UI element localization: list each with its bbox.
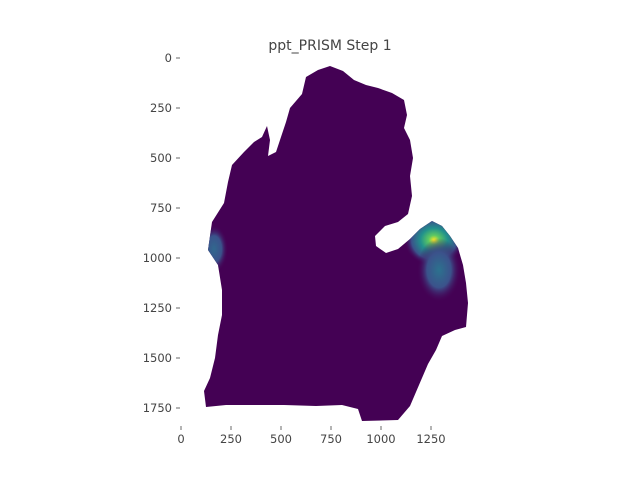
x-tick-label: 250 xyxy=(220,432,242,446)
y-tick-label: 1250 xyxy=(143,301,172,315)
y-tick-label: 500 xyxy=(150,151,172,165)
x-tick-label: 1250 xyxy=(416,432,445,446)
y-tick-label: 250 xyxy=(150,101,172,115)
y-tick-label: 0 xyxy=(165,51,172,65)
hotspot-west-coast xyxy=(204,225,228,273)
x-tick-label: 1000 xyxy=(366,432,395,446)
x-tick-label: 750 xyxy=(320,432,342,446)
y-tick-label: 750 xyxy=(150,201,172,215)
x-tick-label: 0 xyxy=(177,432,184,446)
michigan-map xyxy=(204,66,468,421)
y-tick-label: 1000 xyxy=(143,251,172,265)
chart-title: ppt_PRISM Step 1 xyxy=(268,38,391,54)
x-tick-label: 500 xyxy=(270,432,292,446)
y-axis: 0 250 500 750 1000 1250 1500 1750 xyxy=(143,51,180,415)
lower-peninsula-region xyxy=(204,66,468,421)
x-axis: 0 250 500 750 1000 1250 xyxy=(177,426,446,446)
y-tick-label: 1750 xyxy=(143,401,172,415)
hotspot-thumb-lower xyxy=(417,238,461,302)
y-tick-label: 1500 xyxy=(143,351,172,365)
